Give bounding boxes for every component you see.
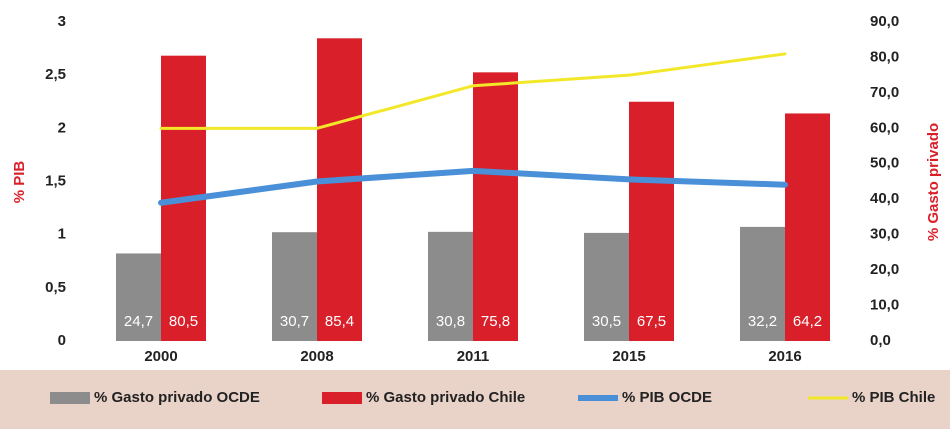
y-tick-label: 0 [58, 332, 66, 349]
x-tick-label: 2016 [768, 348, 801, 365]
bar [473, 72, 518, 341]
y2-tick-label: 80,0 [870, 48, 899, 65]
y-tick-label: 2,5 [45, 66, 66, 83]
legend-swatch [322, 392, 362, 404]
x-tick-label: 2000 [144, 348, 177, 365]
bar [740, 226, 785, 341]
y2-tick-label: 70,0 [870, 84, 899, 101]
line [158, 167, 788, 206]
y2-axis-label: % Gasto privado [925, 123, 942, 241]
y2-tick-label: 90,0 [870, 13, 899, 30]
bar [116, 253, 161, 341]
data-label: 64,2 [793, 313, 822, 330]
data-label: 30,7 [280, 313, 309, 330]
x-tick-label: 2008 [300, 348, 333, 365]
data-label: 85,4 [325, 313, 354, 330]
data-label: 75,8 [481, 313, 510, 330]
legend-label: % PIB Chile [852, 389, 935, 406]
y2-tick-label: 20,0 [870, 261, 899, 278]
data-label: 30,5 [592, 313, 621, 330]
y-axis-label: % PIB [11, 161, 28, 204]
y-tick-label: 0,5 [45, 279, 66, 296]
y-tick-label: 1,5 [45, 172, 66, 189]
legend-label: % Gasto privado OCDE [94, 389, 260, 406]
y-tick-label: 3 [58, 13, 66, 30]
y-tick-label: 2 [58, 119, 66, 136]
bar [272, 232, 317, 341]
data-label: 67,5 [637, 313, 666, 330]
bar [785, 113, 830, 342]
y2-tick-label: 50,0 [870, 155, 899, 172]
bar [317, 38, 362, 341]
bar [584, 232, 629, 341]
legend-background [0, 370, 950, 429]
y-tick-label: 1 [58, 226, 66, 243]
y2-tick-label: 60,0 [870, 119, 899, 136]
bar [428, 231, 473, 341]
legend-label: % PIB OCDE [622, 389, 712, 406]
y2-tick-label: 0,0 [870, 332, 891, 349]
y2-tick-label: 40,0 [870, 190, 899, 207]
x-tick-label: 2015 [612, 348, 645, 365]
legend-swatch [50, 392, 90, 404]
x-tick-label: 2011 [457, 348, 490, 365]
line [159, 52, 787, 130]
y2-tick-label: 10,0 [870, 297, 899, 314]
y2-tick-label: 30,0 [870, 226, 899, 243]
data-label: 80,5 [169, 313, 198, 330]
legend-label: % Gasto privado Chile [366, 389, 525, 406]
bar [629, 101, 674, 341]
data-label: 32,2 [748, 313, 777, 330]
data-label: 24,7 [124, 313, 153, 330]
data-label: 30,8 [436, 313, 465, 330]
